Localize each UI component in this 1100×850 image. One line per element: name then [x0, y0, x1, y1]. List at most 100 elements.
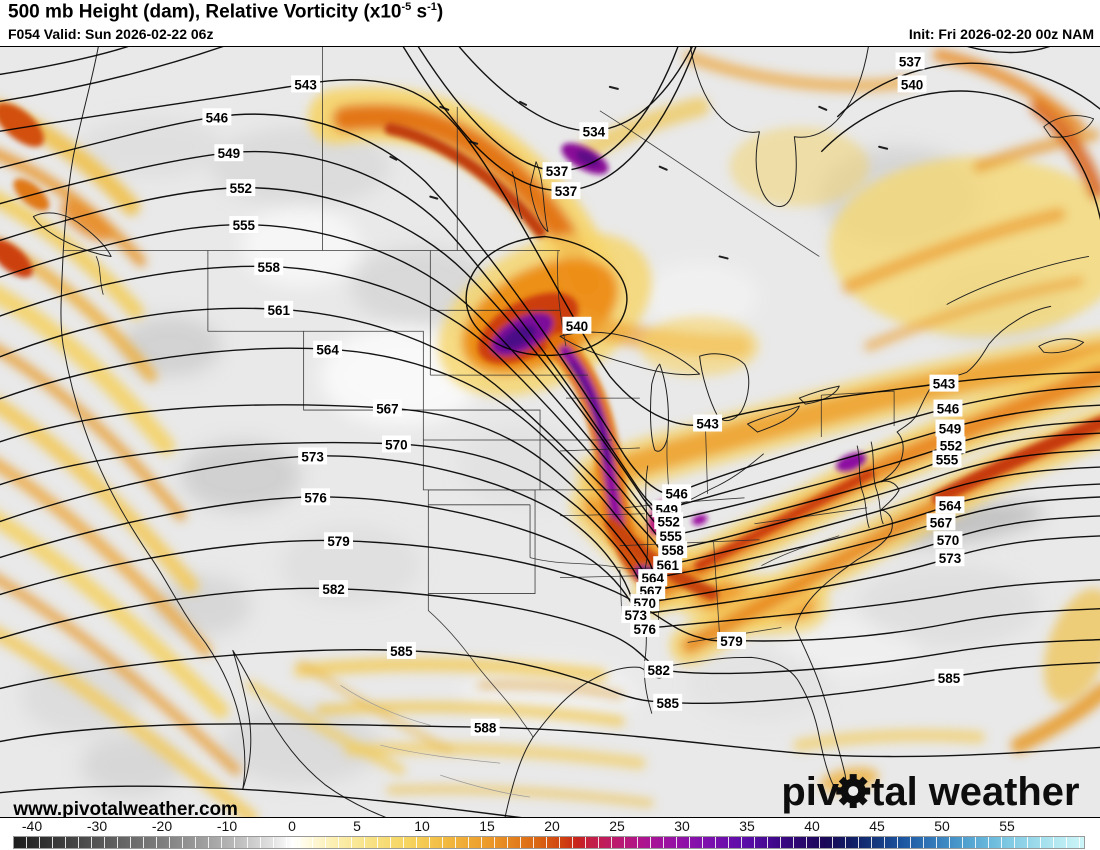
colorbar-tick: 45	[869, 818, 885, 834]
state-borders	[63, 47, 895, 738]
contour-label: 558	[658, 541, 688, 558]
contour-label: 576	[301, 488, 331, 505]
svg-text:573: 573	[625, 608, 647, 623]
contour-label: 555	[932, 450, 962, 467]
contour-label: 558	[254, 257, 284, 275]
colorbar-gradient	[13, 836, 1085, 849]
svg-text:555: 555	[233, 218, 256, 233]
contour-label: 573	[621, 606, 651, 623]
contour-label: 537	[542, 162, 572, 179]
watermark-url: www.pivotalweather.com	[12, 799, 238, 817]
contour-label: 573	[298, 447, 328, 464]
page-title: 500 mb Height (dam), Relative Vorticity …	[8, 1, 444, 23]
colorbar-tick: 10	[414, 818, 430, 834]
contour-label: 546	[933, 399, 963, 417]
contour-label: 588	[470, 718, 500, 736]
svg-text:543: 543	[294, 77, 316, 92]
contour-label: 552	[226, 179, 256, 196]
contour-label: 573	[935, 549, 965, 566]
contour-label: 564	[313, 340, 343, 358]
svg-text:552: 552	[940, 438, 962, 453]
svg-text:555: 555	[936, 452, 959, 467]
contour-label: 585	[386, 641, 416, 659]
svg-text:573: 573	[939, 551, 961, 566]
colorbar-tick: -10	[216, 818, 238, 834]
contour-label: 537	[551, 182, 581, 199]
svg-text:546: 546	[206, 110, 228, 125]
contour-label: 546	[662, 484, 692, 501]
svg-text:540: 540	[901, 77, 923, 92]
svg-text:564: 564	[939, 498, 962, 513]
mexico-borders	[340, 685, 531, 798]
svg-text:567: 567	[376, 402, 398, 417]
contour-label: 546	[202, 108, 232, 125]
svg-text:534: 534	[583, 124, 606, 139]
svg-text:579: 579	[720, 634, 742, 649]
contour-labels: 5435465495525555585615645675705735765795…	[202, 52, 966, 736]
brand-text-piv: piv	[781, 770, 839, 814]
svg-text:552: 552	[657, 514, 679, 529]
svg-text:588: 588	[474, 721, 497, 736]
contour-label: 567	[372, 399, 402, 417]
svg-text:537: 537	[899, 54, 921, 69]
brand-logo: piv tal weather	[781, 770, 1079, 814]
map-header: 500 mb Height (dam), Relative Vorticity …	[0, 0, 1100, 46]
svg-text:558: 558	[661, 543, 684, 558]
svg-text:573: 573	[301, 449, 323, 464]
contour-label: 543	[291, 75, 321, 92]
svg-text:576: 576	[304, 490, 326, 505]
svg-text:558: 558	[258, 260, 281, 275]
svg-text:537: 537	[555, 184, 577, 199]
svg-text:543: 543	[696, 417, 718, 432]
vorticity-colorbar: -40 -30 -20 -10 0 5 10 15 20 25 30 35 40 45 50 55	[0, 818, 1100, 850]
svg-text:570: 570	[385, 437, 407, 452]
colorbar-tick: 35	[739, 818, 755, 834]
colorbar-ticks: -40 -30 -20 -10 0 5 10 15 20 25 30 35 40 45 50 55	[0, 818, 1100, 835]
gear-icon	[836, 774, 871, 809]
brand-text-tal-weather: tal weather	[871, 770, 1079, 814]
contour-label: 543	[929, 374, 959, 392]
contour-label: 549	[214, 144, 244, 161]
svg-text:582: 582	[322, 582, 344, 597]
contour-label: 579	[324, 532, 354, 549]
contour-label: 582	[319, 580, 349, 597]
contour-label: 570	[381, 435, 411, 452]
contour-label: 555	[229, 216, 259, 233]
colorbar-tick: 15	[479, 818, 495, 834]
svg-text:585: 585	[390, 644, 413, 659]
svg-text:585: 585	[938, 671, 961, 686]
valid-time-label: F054 Valid: Sun 2026-02-22 06z	[8, 26, 214, 42]
contour-label: 570	[933, 531, 963, 548]
colorbar-tick: -40	[21, 818, 43, 834]
contour-label: 552	[654, 512, 684, 529]
contour-label: 564	[935, 496, 965, 513]
contour-label: 576	[630, 620, 660, 637]
svg-text:564: 564	[316, 343, 339, 358]
colorbar-tick: -30	[86, 818, 108, 834]
svg-text:582: 582	[647, 663, 669, 678]
svg-text:552: 552	[230, 181, 252, 196]
contour-label: 552	[936, 436, 966, 453]
init-time-label: Init: Fri 2026-02-20 00z NAM	[908, 26, 1094, 42]
contour-label: 582	[644, 660, 674, 678]
svg-text:540: 540	[566, 319, 588, 334]
contour-label: 537	[895, 52, 925, 69]
svg-text:585: 585	[656, 696, 679, 711]
contour-label: 549	[935, 419, 965, 436]
svg-text:576: 576	[634, 622, 656, 637]
svg-text:546: 546	[665, 486, 687, 501]
svg-text:570: 570	[937, 533, 959, 548]
colorbar-tick: 55	[999, 818, 1015, 834]
contour-label: 579	[717, 631, 746, 649]
contour-label: 555	[656, 527, 686, 544]
colorbar-tick: 25	[609, 818, 625, 834]
svg-text:549: 549	[939, 421, 961, 436]
svg-text:555: 555	[659, 529, 682, 544]
colorbar-tick: 20	[544, 818, 560, 834]
colorbar-tick: 50	[934, 818, 950, 834]
weather-map[interactable]: 543 546 549 552 555 558 561 564 567 570 573 576 579 5…	[0, 46, 1100, 818]
contour-label: 543	[693, 414, 723, 432]
svg-text:567: 567	[930, 515, 952, 530]
colorbar-tick: 40	[804, 818, 820, 834]
